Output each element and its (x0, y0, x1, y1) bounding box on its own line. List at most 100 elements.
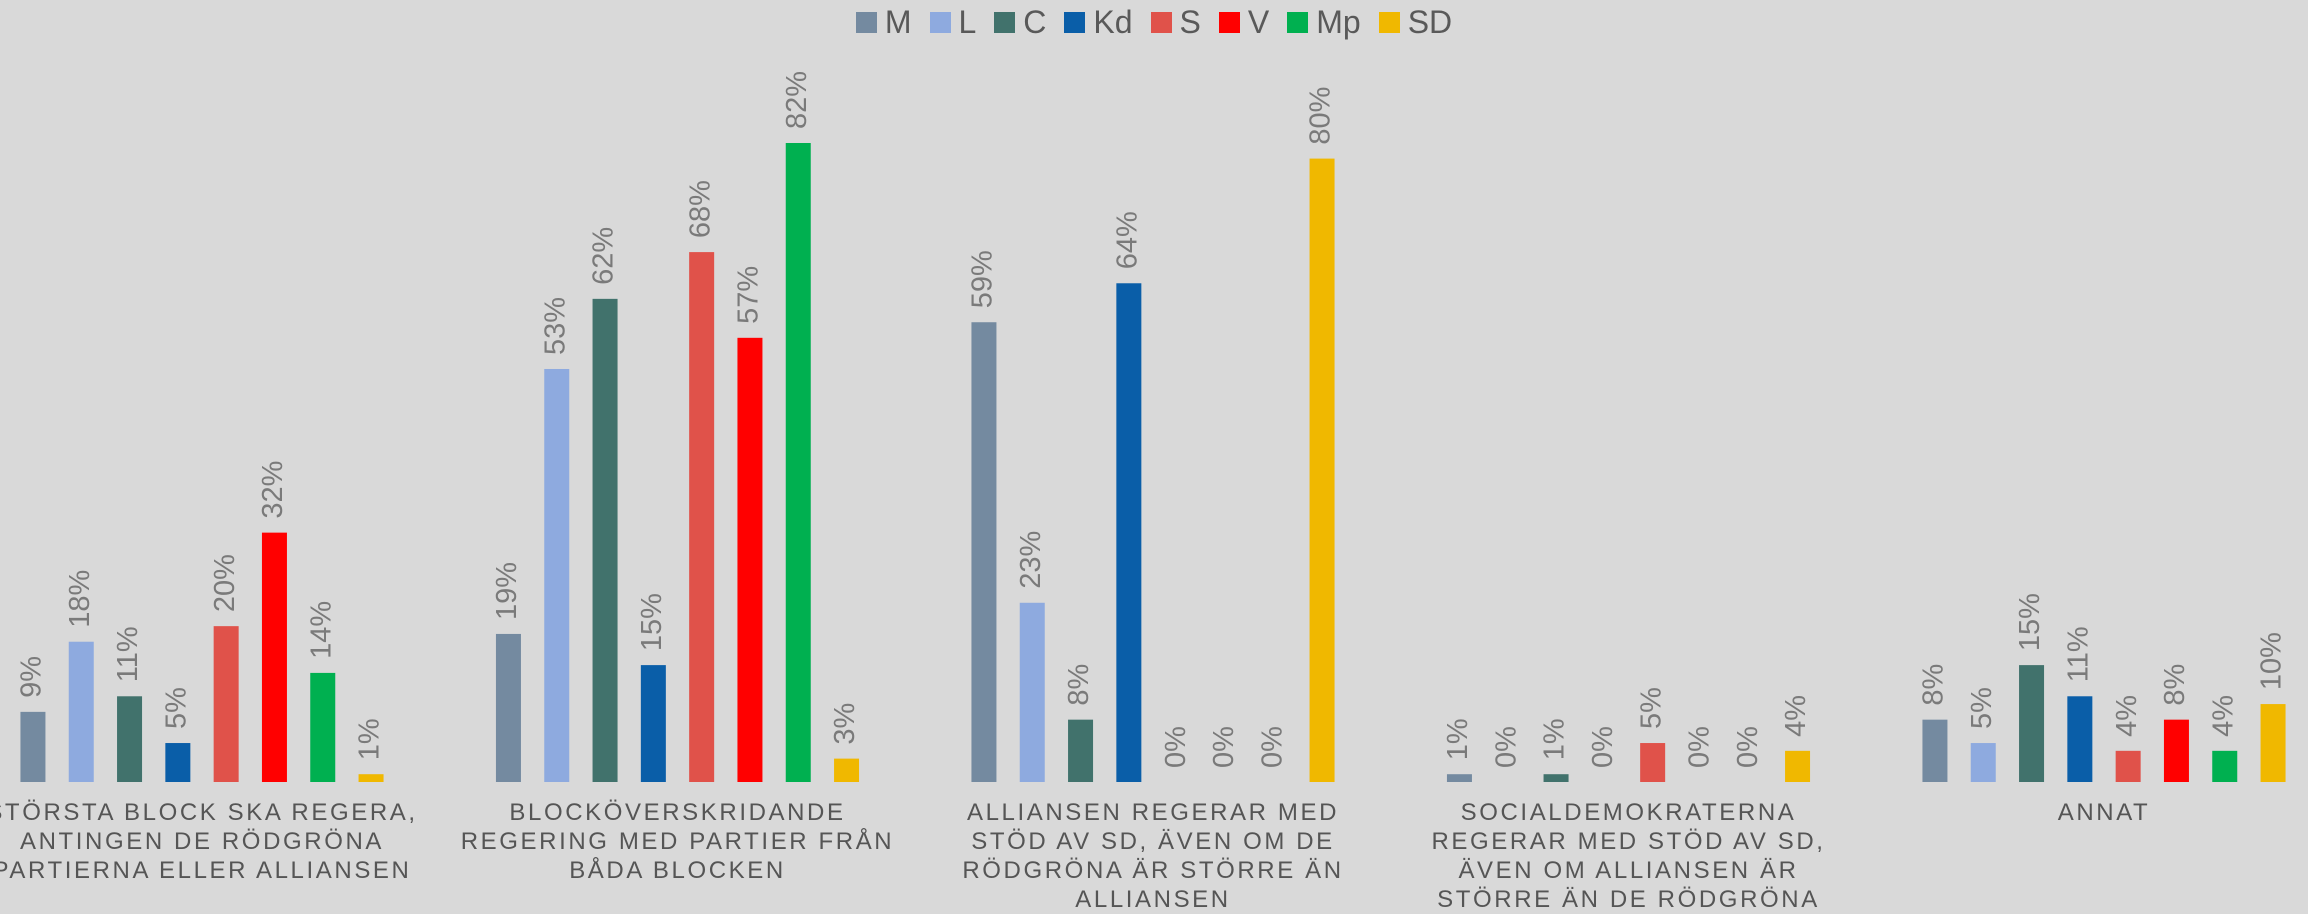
value-label: 8% (1918, 664, 1950, 706)
legend-swatch (1218, 11, 1240, 33)
legend-label: S (1179, 3, 1201, 40)
bar (640, 665, 666, 782)
bar (737, 337, 763, 782)
value-label: 53% (539, 297, 571, 355)
value-label: 0% (1160, 726, 1192, 768)
value-label: 8% (2159, 664, 2191, 706)
bar (310, 672, 336, 782)
bar (785, 143, 811, 782)
value-label: 11% (112, 626, 144, 682)
bar (495, 633, 521, 782)
value-label: 1% (1539, 718, 1571, 760)
bar (689, 252, 715, 783)
legend-label: V (1247, 3, 1270, 40)
legend-item: Mp (1287, 3, 1361, 41)
value-label: 1% (1442, 718, 1474, 760)
bar (2260, 704, 2286, 782)
legend-item: L (929, 4, 976, 41)
value-label: 0% (1732, 726, 1764, 768)
value-label: 23% (1015, 531, 1047, 589)
bar (1785, 750, 1811, 782)
bar (592, 298, 618, 782)
category-label: ALLIANSEN REGERAR MED STÖD AV SD, ÄVEN O… (962, 799, 1344, 913)
value-label: 18% (64, 570, 96, 628)
value-label: 0% (1208, 726, 1240, 768)
bar (2115, 750, 2141, 782)
value-label: 32% (257, 461, 289, 519)
value-label: 14% (305, 601, 337, 659)
category-label: SOCIALDEMOKRATERNA REGERAR MED STÖD AV S… (1431, 799, 1826, 913)
legend-swatch (994, 11, 1016, 33)
legend-item: C (994, 4, 1046, 41)
bar (2019, 665, 2045, 782)
value-label: 15% (636, 593, 668, 651)
value-label: 59% (967, 250, 999, 308)
value-label: 80% (1305, 87, 1337, 145)
value-label: 68% (684, 180, 716, 238)
value-label: 82% (781, 71, 813, 129)
legend-label: M (884, 3, 912, 40)
legend-item: SD (1378, 3, 1453, 41)
bar (1068, 719, 1094, 782)
value-label: 62% (588, 227, 620, 285)
value-label: 1% (354, 718, 386, 760)
bar (834, 758, 860, 782)
legend-swatch (1150, 11, 1172, 33)
value-label: 5% (1966, 687, 1998, 729)
bar (1970, 743, 1996, 782)
value-label: 0% (1587, 726, 1619, 768)
legend-label: Kd (1093, 3, 1133, 40)
bar (20, 711, 46, 782)
value-label: 0% (1490, 726, 1522, 768)
value-label: 4% (2207, 695, 2239, 737)
value-label: 8% (1063, 664, 1095, 706)
bar (1922, 719, 1948, 782)
bar (68, 641, 94, 782)
value-label: 57% (733, 266, 765, 324)
legend-label: Mp (1316, 3, 1361, 40)
bar (544, 368, 570, 782)
bar (1116, 283, 1142, 782)
value-label: 5% (1635, 687, 1667, 729)
bar (213, 626, 239, 782)
bar (2163, 719, 2189, 782)
bar (1446, 774, 1472, 782)
value-label: 0% (1684, 726, 1716, 768)
category-label: ANNAT (2057, 799, 2151, 826)
legend-swatch (855, 11, 877, 33)
bar (1543, 774, 1569, 782)
value-label: 3% (829, 703, 861, 745)
legend-item: M (855, 3, 912, 41)
legend-item: V (1218, 3, 1270, 41)
legend-swatch (1378, 11, 1400, 33)
bar (2212, 750, 2238, 782)
legend-label: SD (1407, 3, 1453, 40)
value-label: 15% (2014, 593, 2046, 651)
legend-swatch (929, 11, 951, 33)
value-label: 11% (2063, 626, 2095, 682)
value-label: 10% (2256, 632, 2288, 690)
bar (2067, 696, 2093, 782)
legend-swatch (1287, 11, 1309, 33)
legend-swatch (1064, 11, 1086, 33)
value-label: 9% (16, 656, 48, 698)
bar (165, 743, 191, 782)
legend: M L C Kd S V Mp SD (0, 0, 2308, 44)
bar (1309, 158, 1335, 782)
category-label: BLOCKÖVERSKRIDANDE REGERING MED PARTIER … (460, 799, 895, 884)
bar (1019, 602, 1045, 782)
bar (117, 696, 143, 782)
value-label: 4% (2111, 695, 2143, 737)
legend-item: S (1150, 3, 1201, 41)
value-label: 0% (1256, 726, 1288, 768)
legend-item: Kd (1064, 3, 1133, 41)
bar (971, 322, 997, 782)
legend-label: C (1023, 3, 1047, 40)
value-label: 20% (209, 554, 241, 612)
value-label: 4% (1780, 695, 1812, 737)
category-label: STÖRSTA BLOCK SKA REGERA, ANTINGEN DE RÖ… (0, 799, 418, 884)
bar (1640, 743, 1666, 782)
value-label: 19% (491, 562, 523, 620)
